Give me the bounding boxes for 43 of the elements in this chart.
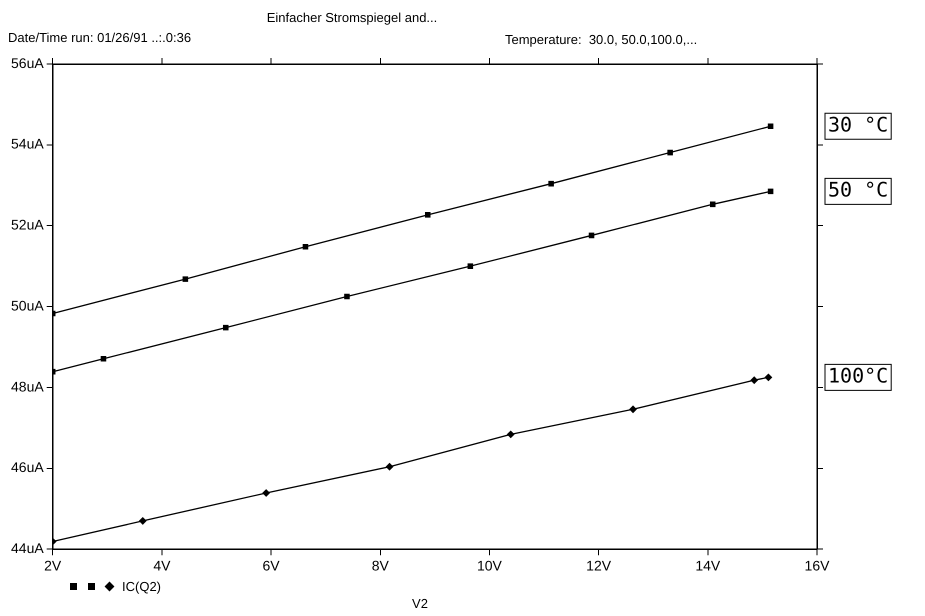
legend-title: IC(Q2) (122, 578, 161, 594)
text: Date/Time run: 01/26/91 ..:.0:36 (8, 30, 192, 45)
point (424, 212, 431, 218)
x-tick-label: 12V (586, 557, 612, 574)
y-tick-label: 44uA (10, 540, 44, 556)
text: Temperature: 30.0, 50.0,100.0,... (505, 32, 698, 47)
point (507, 430, 514, 438)
text: 50 °C (828, 178, 888, 202)
point (386, 463, 394, 470)
x-tick-label: 10V (476, 557, 503, 574)
x-tick-label: 4V (153, 557, 172, 574)
point (768, 188, 774, 194)
point (139, 517, 146, 525)
y-tick-label: 48uA (10, 378, 44, 394)
point (182, 276, 188, 282)
x-tick-label: 6V (262, 557, 280, 574)
point (764, 374, 772, 382)
point (667, 150, 673, 156)
point (710, 202, 716, 208)
chart-title: Einfacher Stromspiegel and... (266, 10, 438, 25)
point (100, 356, 106, 362)
point (768, 123, 774, 130)
point (222, 324, 229, 330)
point (548, 180, 554, 186)
y-tick-label: 50uA (10, 297, 44, 314)
point (750, 376, 758, 384)
point (344, 294, 350, 300)
y-tick-label: 52uA (10, 216, 44, 233)
point (588, 232, 594, 238)
x-tick-label: 14V (695, 557, 721, 574)
point (468, 263, 474, 269)
x-tick-label: 16V (804, 557, 830, 574)
y-tick-label: 54uA (10, 136, 44, 152)
x-axis-title: V2 (412, 596, 428, 611)
point (262, 489, 270, 497)
x-tick-label: 2V (44, 557, 62, 574)
text: 30 °C (828, 112, 888, 136)
point (629, 406, 637, 413)
y-tick-label: 56uA (10, 54, 44, 71)
legend-label: 100°C (828, 364, 888, 388)
x-tick-label: 8V (372, 557, 390, 574)
point (302, 244, 308, 250)
y-tick-label: 46uA (10, 459, 44, 476)
